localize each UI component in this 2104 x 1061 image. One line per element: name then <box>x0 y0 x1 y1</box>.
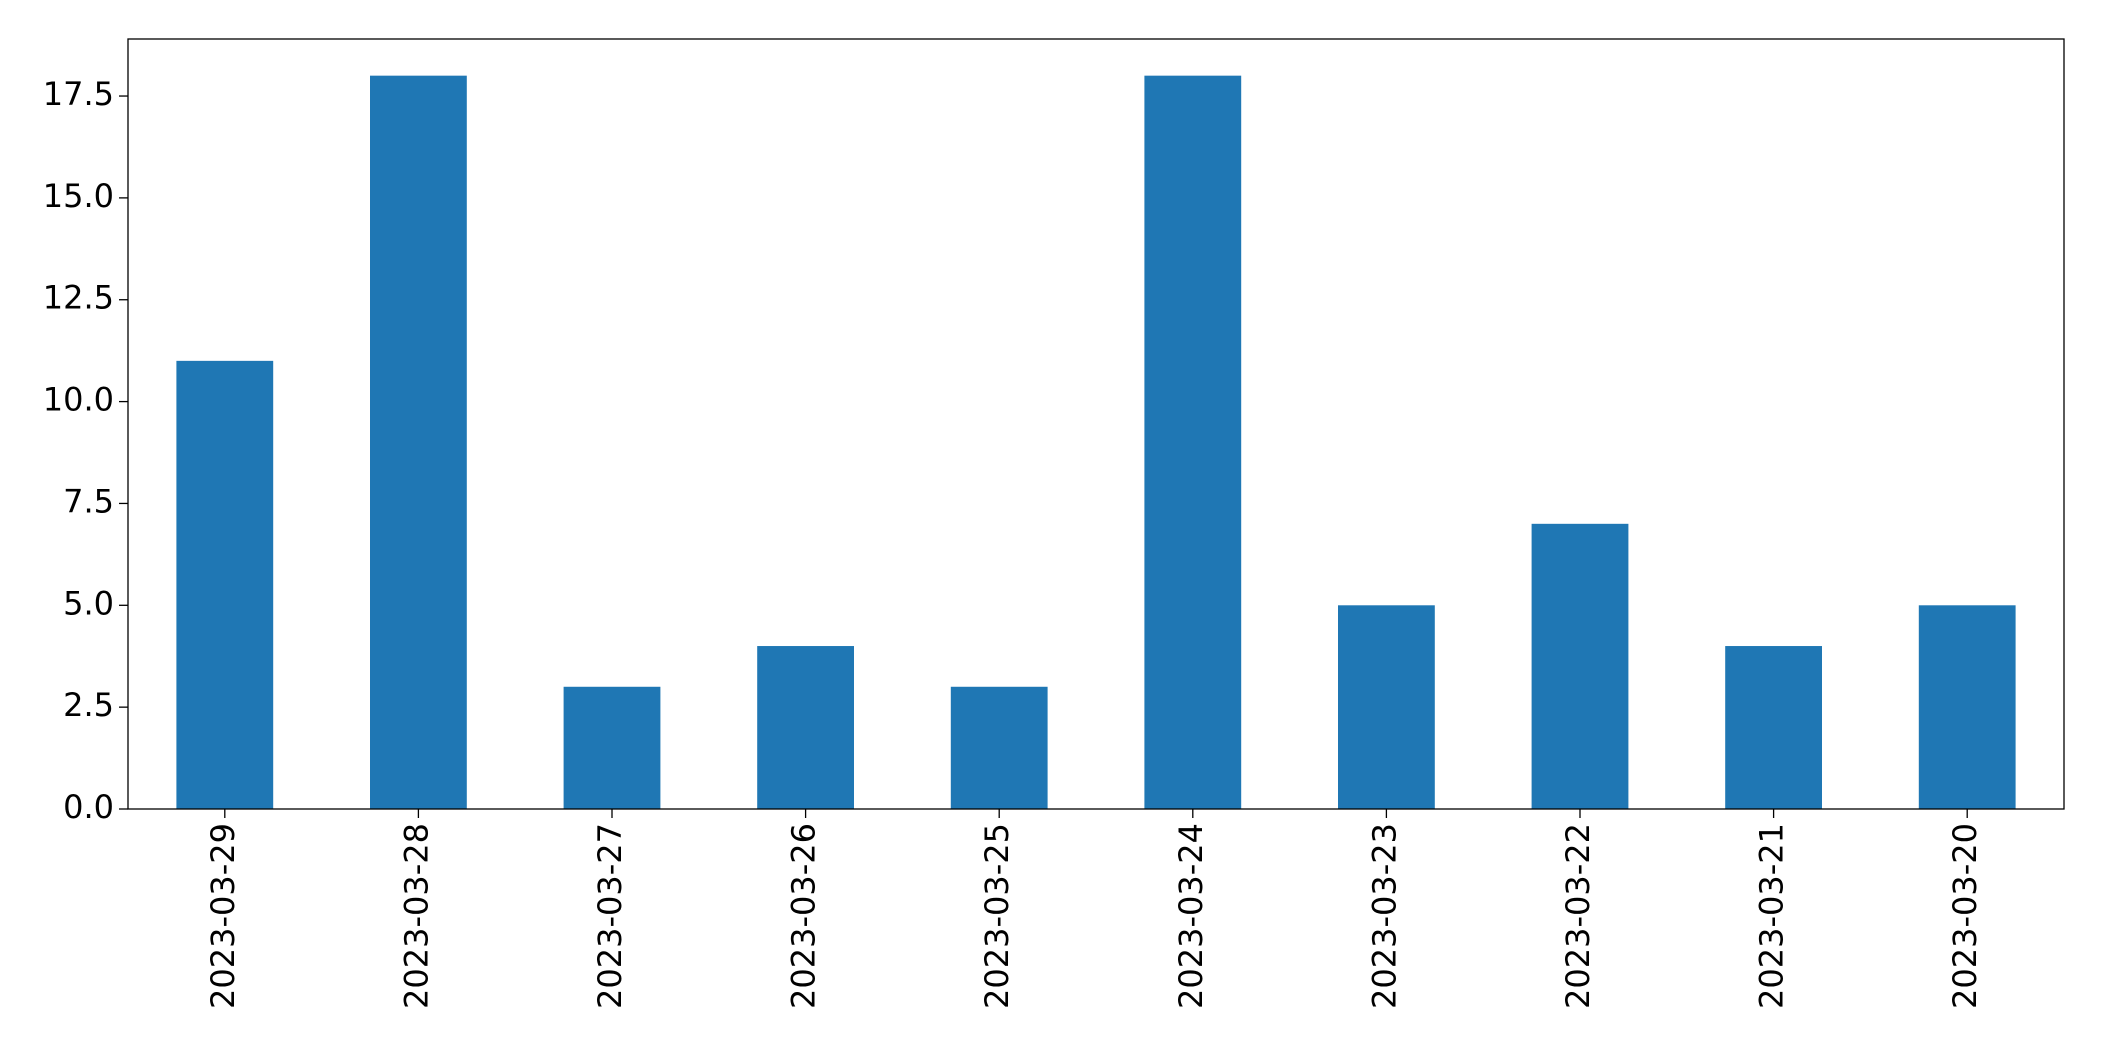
bar <box>1338 605 1435 809</box>
x-tick-label: 2023-03-20 <box>1946 823 1984 1009</box>
y-tick-label: 0.0 <box>63 788 114 826</box>
y-tick-label: 5.0 <box>63 584 114 622</box>
bar <box>757 646 854 809</box>
x-tick-label: 2023-03-27 <box>591 823 629 1009</box>
y-tick-label: 15.0 <box>43 177 114 215</box>
bar <box>176 360 274 809</box>
x-tick-label: 2023-03-24 <box>1172 823 1210 1009</box>
plot-frame <box>127 38 2065 810</box>
x-tick-label: 2023-03-21 <box>1753 823 1791 1009</box>
y-tick-label: 2.5 <box>63 686 114 724</box>
x-tick-label: 2023-03-23 <box>1365 823 1403 1009</box>
y-tick-label: 17.5 <box>43 75 114 113</box>
y-tick-label: 10.0 <box>43 381 114 419</box>
bar <box>1918 605 2016 809</box>
bar <box>1725 646 1822 809</box>
y-tick-label: 7.5 <box>63 482 114 520</box>
bar <box>1531 523 1629 809</box>
bar <box>563 686 661 809</box>
bar <box>370 75 467 809</box>
y-tick-label: 12.5 <box>43 279 114 317</box>
x-tick-label: 2023-03-25 <box>978 823 1016 1009</box>
bar <box>1144 75 1242 809</box>
x-tick-label: 2023-03-26 <box>785 823 823 1009</box>
x-tick-label: 2023-03-22 <box>1559 823 1597 1009</box>
x-tick-label: 2023-03-29 <box>204 823 242 1009</box>
x-tick-label: 2023-03-28 <box>397 823 435 1009</box>
bar <box>950 686 1048 809</box>
